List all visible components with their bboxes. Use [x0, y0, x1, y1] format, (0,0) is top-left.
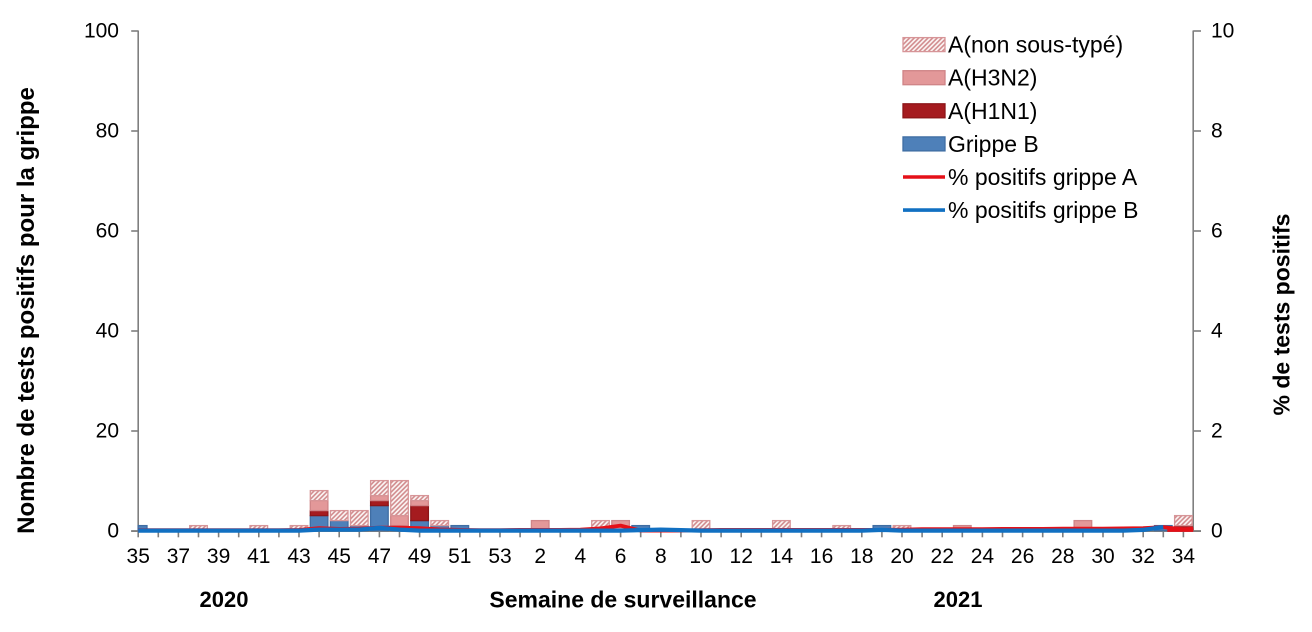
svg-text:14: 14	[770, 545, 794, 568]
svg-text:12: 12	[730, 545, 753, 568]
svg-text:41: 41	[247, 545, 270, 568]
svg-text:24: 24	[971, 545, 995, 568]
svg-text:0: 0	[107, 520, 119, 543]
svg-text:51: 51	[448, 545, 471, 568]
svg-text:2020: 2020	[200, 587, 249, 612]
svg-text:A(non sous-typé): A(non sous-typé)	[948, 32, 1123, 58]
svg-text:39: 39	[207, 545, 230, 568]
svg-text:53: 53	[488, 545, 511, 568]
svg-text:0: 0	[1211, 520, 1223, 543]
svg-text:49: 49	[408, 545, 431, 568]
svg-text:4: 4	[1211, 320, 1223, 343]
svg-text:2021: 2021	[934, 587, 983, 612]
svg-text:43: 43	[287, 545, 310, 568]
svg-text:100: 100	[84, 20, 119, 43]
svg-text:22: 22	[931, 545, 954, 568]
svg-text:A(H3N2): A(H3N2)	[948, 65, 1037, 91]
svg-text:47: 47	[368, 545, 391, 568]
svg-text:26: 26	[1011, 545, 1034, 568]
svg-text:30: 30	[1091, 545, 1114, 568]
svg-text:35: 35	[127, 545, 150, 568]
svg-text:% positifs grippe A: % positifs grippe A	[948, 164, 1138, 190]
svg-text:Nombre de tests positifs pour: Nombre de tests positifs pour la grippe	[13, 87, 40, 534]
svg-text:2: 2	[534, 545, 546, 568]
svg-text:8: 8	[655, 545, 667, 568]
svg-text:4: 4	[575, 545, 587, 568]
svg-text:10: 10	[1211, 20, 1234, 43]
svg-text:6: 6	[1211, 220, 1223, 243]
svg-text:20: 20	[890, 545, 913, 568]
svg-text:32: 32	[1132, 545, 1155, 568]
svg-text:Semaine de surveillance: Semaine de surveillance	[489, 587, 756, 613]
svg-text:Grippe B: Grippe B	[948, 131, 1039, 157]
svg-text:10: 10	[689, 545, 712, 568]
svg-text:A(H1N1): A(H1N1)	[948, 98, 1037, 124]
svg-text:% positifs grippe B: % positifs grippe B	[948, 197, 1138, 223]
svg-text:16: 16	[810, 545, 833, 568]
svg-text:% de tests positifs: % de tests positifs	[1268, 214, 1294, 416]
svg-text:37: 37	[167, 545, 190, 568]
svg-text:20: 20	[96, 420, 119, 443]
svg-text:45: 45	[328, 545, 351, 568]
svg-text:8: 8	[1211, 120, 1223, 143]
svg-text:80: 80	[96, 120, 119, 143]
svg-text:6: 6	[615, 545, 627, 568]
svg-text:40: 40	[96, 320, 119, 343]
svg-text:28: 28	[1051, 545, 1074, 568]
svg-text:18: 18	[850, 545, 873, 568]
svg-text:60: 60	[96, 220, 119, 243]
svg-text:2: 2	[1211, 420, 1223, 443]
svg-text:34: 34	[1172, 545, 1196, 568]
